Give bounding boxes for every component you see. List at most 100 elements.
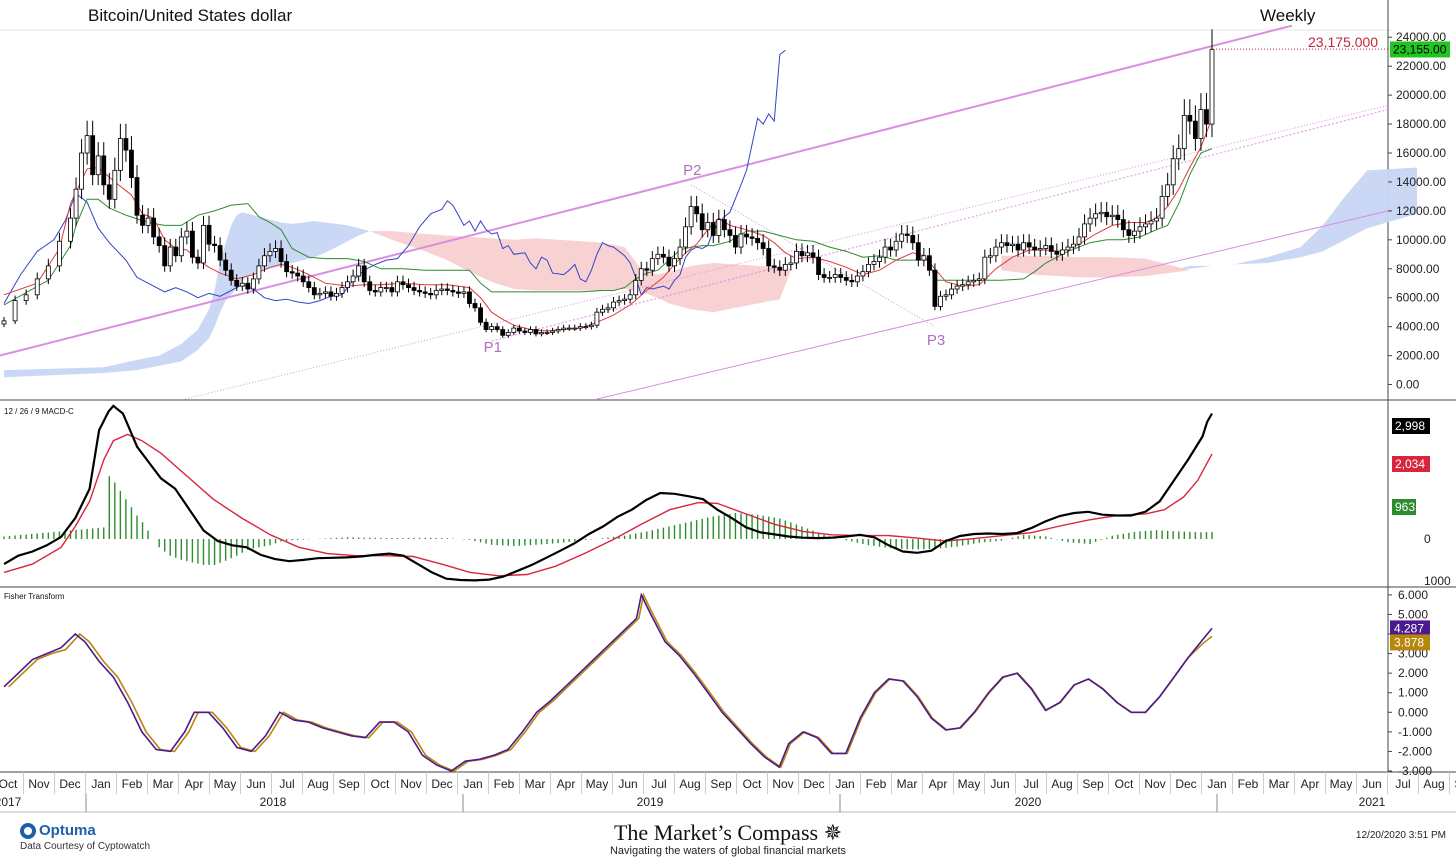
month-label: Jan: [1207, 777, 1226, 791]
candle-body: [949, 288, 954, 296]
price-tick-label: 6000.00: [1396, 291, 1440, 305]
month-label: Jan: [91, 777, 110, 791]
month-label: Jun: [1362, 777, 1381, 791]
macd-line: [3, 404, 1213, 582]
candle-body: [184, 230, 190, 238]
ichimoku-cloud-bull: [4, 212, 370, 378]
month-label: Jul: [651, 777, 666, 791]
candle-body: [699, 213, 705, 231]
logo-text: Optuma: [39, 822, 96, 839]
candle-body: [284, 261, 290, 273]
candle-body: [1087, 217, 1093, 225]
upper-channel-line: [0, 24, 1293, 357]
candle-body: [1165, 184, 1171, 197]
candle-body: [1126, 229, 1132, 236]
candle-body: [34, 278, 40, 296]
fisher-panel: [3, 592, 1213, 772]
candle-body: [555, 329, 561, 332]
month-label: Jul: [1023, 777, 1038, 791]
candle-body: [688, 206, 694, 228]
candle-body: [250, 278, 256, 290]
current-price-label: 23,155.00: [1393, 42, 1447, 56]
candle-body: [516, 327, 522, 332]
candle-body: [45, 265, 51, 280]
candle-body: [533, 329, 539, 335]
candle-body: [987, 255, 993, 258]
candle-body: [478, 307, 483, 323]
fisher-signal-value-box: [1390, 634, 1430, 651]
candle-body: [140, 214, 145, 226]
lower-channel-line: [596, 210, 1389, 400]
brand-title: The Market’s Compass ✵: [613, 820, 843, 845]
year-label: 2018: [260, 795, 287, 809]
month-label: Jun: [990, 777, 1009, 791]
month-label: Apr: [1301, 777, 1320, 791]
candle-body: [117, 138, 123, 171]
candle-body: [439, 288, 445, 291]
month-label: Jan: [463, 777, 482, 791]
fisher-tick-label: 1.000: [1398, 686, 1428, 700]
candle-body: [710, 222, 716, 236]
candle-body: [622, 298, 628, 302]
candle-body: [1143, 223, 1148, 228]
ichimoku-future-cloud: [1167, 167, 1417, 272]
candle-body: [256, 265, 262, 280]
month-label: Sep: [1082, 777, 1104, 791]
candle-body: [68, 217, 73, 242]
fisher-tick-label: -2.000: [1398, 744, 1432, 758]
month-label: Apr: [929, 777, 948, 791]
candle-body: [228, 269, 234, 281]
candle-body: [788, 262, 794, 265]
lower-dotted-line: [184, 104, 1389, 400]
month-label: Dec: [1175, 777, 1196, 791]
pivot-label-p2: P2: [683, 162, 701, 179]
candle-body: [400, 281, 406, 286]
candle-body: [1104, 211, 1110, 218]
fisher-value: 4.287: [1394, 621, 1424, 635]
month-label: Mar: [525, 777, 546, 791]
candle-body: [1098, 211, 1104, 215]
ichimoku-cloud-bear-2020: [1001, 255, 1190, 278]
candle-body: [511, 327, 517, 333]
year-label: 2020: [1015, 795, 1042, 809]
candle-body: [112, 169, 118, 200]
candle-body: [1192, 120, 1198, 139]
candle-body: [611, 301, 616, 309]
candle-body: [1109, 214, 1115, 218]
macd-panel: [3, 404, 1213, 582]
candle-body: [910, 235, 916, 244]
fisher-signal-value: 3.878: [1394, 635, 1424, 649]
candle-body: [799, 250, 805, 257]
month-label: Mar: [1269, 777, 1290, 791]
candle-body: [1065, 246, 1071, 251]
candle-body: [677, 246, 683, 260]
candle-body: [1120, 219, 1126, 231]
candle-body: [367, 281, 373, 291]
candle-body: [600, 308, 605, 313]
candle-body: [550, 330, 555, 333]
month-label: Sep: [338, 777, 360, 791]
macd-tick-label: 1000: [1424, 574, 1451, 588]
price-tick-label: 22000.00: [1396, 59, 1446, 73]
chart-title: Bitcoin/United States dollar: [88, 6, 292, 25]
brand-subtitle: Navigating the waters of global financia…: [609, 845, 846, 857]
month-label: Dec: [59, 777, 80, 791]
candle-body: [84, 135, 90, 154]
candle-body: [383, 287, 389, 289]
candle-body: [195, 256, 201, 264]
candle-body: [932, 269, 938, 307]
candle-body: [234, 279, 240, 287]
candle-body: [954, 285, 960, 290]
candle-body: [683, 226, 688, 248]
month-label: Dec: [803, 777, 824, 791]
candle-body: [805, 252, 810, 257]
candle-body: [572, 327, 578, 330]
brand-block: The Market’s Compass ✵ Navigating the wa…: [0, 820, 1456, 857]
candle-body: [1132, 230, 1137, 236]
candle-body: [938, 295, 943, 307]
fisher-tick-label: -1.000: [1398, 725, 1432, 739]
candle-body: [273, 248, 278, 252]
candle-body: [1015, 243, 1021, 251]
month-label: May: [1330, 777, 1353, 791]
